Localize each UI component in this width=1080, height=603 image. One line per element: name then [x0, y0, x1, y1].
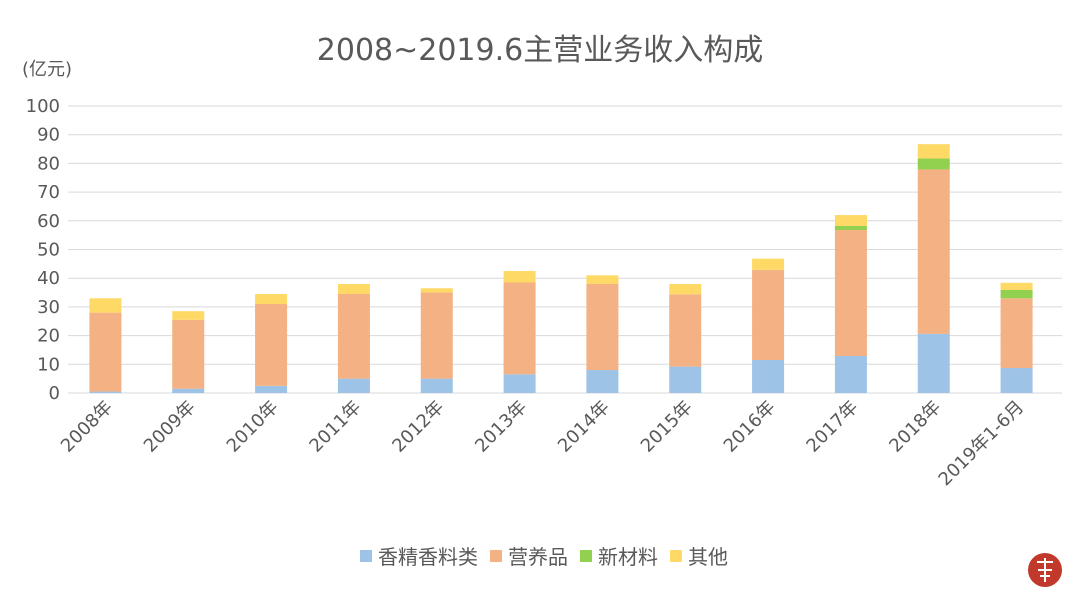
bar-segment	[669, 366, 702, 393]
bar-segment	[337, 293, 370, 379]
x-tick-label: 2013年	[471, 397, 531, 457]
bar-segment	[420, 288, 453, 293]
bar-segment	[834, 229, 867, 356]
bar-segment	[172, 311, 205, 320]
bar-segment	[917, 158, 950, 170]
bar-segment	[752, 269, 785, 360]
bar-segment	[586, 275, 619, 284]
bar-segment	[917, 144, 950, 159]
bar-segment	[503, 282, 536, 375]
bar-segment	[337, 378, 370, 393]
x-tick-label: 2009年	[140, 397, 200, 457]
bar-segment	[337, 283, 370, 294]
y-tick-label: 90	[37, 125, 60, 146]
bar-segment	[172, 319, 205, 389]
x-axis-labels: 2008年 2009年 2010年 2011年 2012年 2013年 2014年 2015年…	[57, 397, 1028, 490]
bar-segment	[503, 374, 536, 393]
bar-segment	[1000, 298, 1033, 369]
bar-segment	[89, 312, 122, 392]
bar-segment	[752, 258, 785, 270]
y-tick-label: 10	[37, 354, 60, 375]
bar-segment	[586, 283, 619, 371]
x-tick-label: 2008年	[57, 397, 117, 457]
legend-swatch	[490, 550, 502, 562]
legend-label: 其他	[688, 545, 728, 569]
x-tick-label: 2014年	[554, 397, 614, 457]
chart-title: 2008~2019.6主营业务收入构成	[317, 33, 763, 68]
bar-segment	[89, 298, 122, 313]
gridlines	[68, 105, 1062, 394]
y-tick-label: 100	[26, 96, 60, 117]
y-tick-label: 40	[37, 268, 60, 289]
bar-segment	[586, 370, 619, 393]
bar-segment	[834, 215, 867, 226]
y-tick-label: 60	[37, 211, 60, 232]
legend: 香精香料类 营养品 新材料 其他	[360, 545, 728, 569]
bar-segment	[917, 169, 950, 334]
y-tick-label: 70	[37, 182, 60, 203]
bar-segment	[1000, 368, 1033, 393]
bar-segment	[669, 294, 702, 367]
bar-segment	[834, 355, 867, 393]
bars	[89, 144, 1033, 393]
x-tick-label: 2011年	[305, 397, 365, 457]
bar-segment	[420, 292, 453, 379]
x-tick-label: 2019年1-6月	[935, 397, 1028, 490]
y-axis-unit-label: (亿元)	[22, 59, 72, 80]
legend-label: 香精香料类	[378, 545, 478, 569]
legend-swatch	[360, 550, 372, 562]
logo-seal	[1028, 553, 1062, 587]
bar-segment	[255, 293, 288, 305]
bar-segment	[669, 283, 702, 295]
bar-segment	[255, 385, 288, 393]
x-tick-label: 2010年	[223, 397, 283, 457]
bar-segment	[503, 271, 536, 283]
bar-segment	[89, 391, 122, 393]
y-tick-label: 20	[37, 326, 60, 347]
x-tick-label: 2015年	[637, 397, 697, 457]
bar-segment	[1000, 289, 1033, 299]
x-tick-label: 2016年	[720, 397, 780, 457]
x-tick-label: 2017年	[802, 397, 862, 457]
x-tick-label: 2012年	[388, 397, 448, 457]
bar-segment	[255, 304, 288, 386]
bar-segment	[1000, 282, 1033, 290]
bar-segment	[917, 333, 950, 393]
legend-swatch	[670, 550, 682, 562]
bar-segment	[834, 225, 867, 230]
legend-label: 营养品	[508, 545, 568, 569]
legend-label: 新材料	[598, 545, 658, 569]
bar-segment	[420, 378, 453, 393]
bar-segment	[172, 388, 205, 393]
y-tick-label: 30	[37, 297, 60, 318]
bar-segment	[752, 359, 785, 393]
y-tick-label: 0	[49, 383, 60, 404]
legend-swatch	[580, 550, 592, 562]
y-tick-label: 50	[37, 240, 60, 261]
y-axis-ticks: 0 10 20 30 40 50 60 70 80 90 100	[26, 96, 60, 404]
y-tick-label: 80	[37, 153, 60, 174]
x-tick-label: 2018年	[885, 397, 945, 457]
